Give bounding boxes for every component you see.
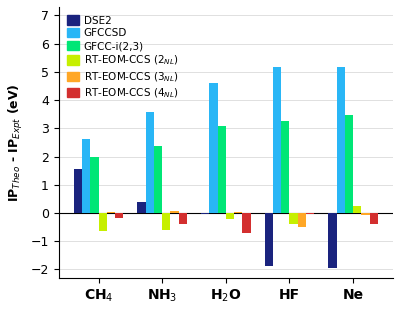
- Bar: [226, 213, 234, 219]
- Bar: [306, 213, 314, 214]
- Bar: [242, 213, 251, 233]
- Bar: [370, 213, 378, 224]
- Bar: [82, 139, 90, 213]
- Bar: [99, 213, 107, 231]
- Bar: [162, 213, 170, 230]
- Bar: [290, 213, 298, 224]
- Bar: [345, 115, 353, 213]
- Bar: [265, 213, 273, 266]
- Bar: [361, 213, 370, 215]
- Bar: [353, 206, 361, 213]
- Bar: [170, 211, 179, 213]
- Bar: [218, 126, 226, 213]
- Bar: [74, 169, 82, 213]
- Bar: [298, 213, 306, 227]
- Bar: [328, 213, 336, 268]
- Y-axis label: IP$_{Theo}$ - IP$_{Expt}$ (eV): IP$_{Theo}$ - IP$_{Expt}$ (eV): [7, 83, 25, 202]
- Bar: [90, 156, 99, 213]
- Bar: [146, 112, 154, 213]
- Bar: [234, 211, 242, 213]
- Legend: DSE2, GFCCSD, GFCC-i(2,3), RT-EOM-CCS (2$_{NL}$), RT-EOM-CCS (3$_{NL}$), RT-EOM-: DSE2, GFCCSD, GFCC-i(2,3), RT-EOM-CCS (2…: [64, 12, 182, 103]
- Bar: [281, 121, 290, 213]
- Bar: [138, 202, 146, 213]
- Bar: [154, 146, 162, 213]
- Bar: [115, 213, 124, 218]
- Bar: [201, 213, 209, 214]
- Bar: [336, 67, 345, 213]
- Bar: [209, 83, 218, 213]
- Bar: [179, 213, 187, 224]
- Bar: [107, 211, 115, 213]
- Bar: [273, 67, 281, 213]
